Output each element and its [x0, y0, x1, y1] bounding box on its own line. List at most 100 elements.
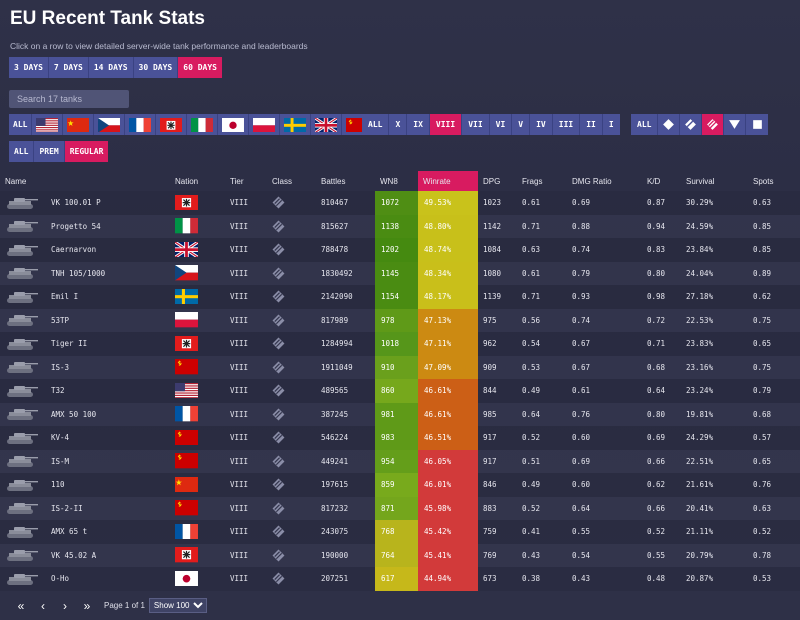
nation-button-poland[interactable] — [249, 114, 281, 135]
table-row[interactable]: AMX 50 100 VIII 387245 981 46.61% 985 0.64 0.76… — [0, 402, 800, 426]
nation-button-czech[interactable] — [94, 114, 126, 135]
tier-cell: VIII — [225, 238, 267, 262]
col-kd[interactable]: K/D — [647, 176, 661, 186]
table-row[interactable]: IS-M VIII 449241 954 46.05% 917 0.51 0.69 0.66 22… — [0, 449, 800, 473]
table-row[interactable]: IS-3 VIII 1911049 910 47.09% 909 0.53 0.67 0.68 2… — [0, 355, 800, 379]
nation-all-button[interactable]: ALL — [9, 114, 33, 135]
tier-button-ix[interactable]: IX — [407, 114, 430, 135]
table-row[interactable]: Progetto 54 VIII 815627 1138 48.80% 1142 0.71 0… — [0, 214, 800, 238]
col-frags[interactable]: Frags — [522, 176, 543, 186]
china-flag-icon — [175, 476, 198, 493]
premium-button-all[interactable]: ALL — [9, 141, 35, 162]
table-row[interactable]: AMX 65 t VIII 243075 768 45.42% 759 0.41 0.55 0.… — [0, 520, 800, 544]
col-winrate[interactable]: Winrate — [418, 171, 478, 191]
tank-name: Emil I — [51, 292, 79, 302]
nation-button-italy[interactable] — [187, 114, 219, 135]
table-row[interactable]: Tiger II VIII 1284994 1018 47.11% 962 0.54 0.67… — [0, 332, 800, 356]
tier-button-vi[interactable]: VI — [489, 114, 513, 135]
col-dpg[interactable]: DPG — [483, 176, 501, 186]
tier-cell: VIII — [225, 402, 267, 426]
days-button-60[interactable]: 60 DAYS — [178, 57, 222, 78]
table-row[interactable]: TNH 105/1000 VIII 1830492 1145 48.34% 1080 0.6… — [0, 261, 800, 285]
tier-cell: VIII — [225, 426, 267, 450]
nation-button-sweden[interactable] — [280, 114, 312, 135]
days-button-14[interactable]: 14 DAYS — [88, 57, 134, 78]
germany-flag-icon — [160, 117, 183, 133]
czech-flag-icon — [98, 117, 121, 133]
table-row[interactable]: O-Ho VIII 207251 617 44.94% 673 0.38 0.43 0.48 20… — [0, 567, 800, 591]
table-row[interactable]: T32 VIII 489565 860 46.61% 844 0.49 0.61 0.64 23.… — [0, 379, 800, 403]
col-survival[interactable]: Survival — [686, 176, 715, 186]
class-button-td[interactable] — [724, 114, 747, 135]
class-button-heavy-tank[interactable] — [702, 114, 725, 135]
winrate-cell: 44.94% — [418, 567, 478, 591]
tank-icon — [5, 243, 39, 257]
battles-cell: 815627 — [316, 214, 375, 238]
table-row[interactable]: KV-4 VIII 546224 983 46.51% 917 0.52 0.60 0.69 24… — [0, 426, 800, 450]
prev-page-button[interactable]: ‹ — [41, 598, 45, 613]
class-button-medium-tank[interactable] — [680, 114, 703, 135]
col-battles[interactable]: Battles — [321, 176, 346, 186]
days-button-30[interactable]: 30 DAYS — [133, 57, 179, 78]
class-all-button[interactable]: ALL — [631, 114, 659, 135]
table-row[interactable]: Caernarvon VIII 788478 1202 48.74% 1084 0.63 0.… — [0, 238, 800, 262]
tier-button-all[interactable]: ALL — [362, 114, 390, 135]
survival-cell: 23.24% — [681, 379, 748, 403]
last-page-button[interactable]: » — [83, 598, 91, 613]
premium-button-prem[interactable]: PREM — [34, 141, 65, 162]
tank-icon — [5, 266, 39, 280]
nation-button-usa[interactable] — [32, 114, 64, 135]
tier-button-ii[interactable]: II — [580, 114, 603, 135]
next-page-button[interactable]: › — [63, 598, 67, 613]
tier-button-viii[interactable]: VIII — [429, 114, 463, 135]
nation-button-japan[interactable] — [218, 114, 250, 135]
nation-button-france[interactable] — [125, 114, 157, 135]
frags-cell: 0.64 — [517, 402, 567, 426]
days-button-3[interactable]: 3 DAYS — [9, 57, 49, 78]
class-button-light-tank[interactable] — [658, 114, 681, 135]
tier-button-v[interactable]: V — [512, 114, 531, 135]
table-row[interactable]: IS-2-II VIII 817232 871 45.98% 883 0.52 0.64 0.6… — [0, 496, 800, 520]
tank-name: IS-2-II — [51, 503, 83, 513]
col-tier[interactable]: Tier — [230, 176, 244, 186]
tier-button-iii[interactable]: III — [552, 114, 581, 135]
col-class[interactable]: Class — [272, 176, 293, 186]
page-subtitle: Click on a row to view detailed server-w… — [10, 41, 308, 51]
nation-button-uk[interactable] — [311, 114, 343, 135]
dmg-ratio-cell: 0.61 — [567, 379, 642, 403]
days-button-7[interactable]: 7 DAYS — [48, 57, 89, 78]
nation-button-germany[interactable] — [156, 114, 188, 135]
spots-cell: 0.63 — [748, 496, 800, 520]
medium-tank-icon — [684, 118, 697, 131]
table-row[interactable]: VK 100.01 P VIII 810467 1072 49.53% 1023 0.61 0… — [0, 191, 800, 215]
col-wn8[interactable]: WN8 — [380, 176, 398, 186]
table-row[interactable]: Emil I VIII 2142090 1154 48.17% 1139 0.71 0.93 0… — [0, 285, 800, 309]
tank-name: VK 45.02 A — [51, 550, 97, 560]
tier-button-i[interactable]: I — [602, 114, 620, 135]
page-size-select[interactable]: Show 100 — [148, 598, 207, 613]
col-dmg-ratio[interactable]: DMG Ratio — [572, 176, 612, 186]
tier-button-x[interactable]: X — [389, 114, 408, 135]
czech-flag-icon — [175, 265, 198, 281]
table-row[interactable]: 53TP VIII 817989 978 47.13% 975 0.56 0.74 0.72 22… — [0, 308, 800, 332]
nation-cell — [170, 473, 225, 497]
nation-cell — [170, 308, 225, 332]
col-nation[interactable]: Nation — [175, 176, 199, 186]
nation-button-china[interactable] — [63, 114, 95, 135]
col-spots[interactable]: Spots — [753, 176, 774, 186]
wn8-cell: 1018 — [375, 332, 418, 356]
tier-button-vii[interactable]: VII — [462, 114, 490, 135]
name-cell: VK 45.02 A — [0, 543, 170, 567]
table-row[interactable]: 110 VIII 197615 859 46.01% 846 0.49 0.60 0.62 21.… — [0, 473, 800, 497]
premium-button-regular[interactable]: REGULAR — [64, 141, 109, 162]
dmg-ratio-cell: 0.43 — [567, 567, 642, 591]
tier-cell: VIII — [225, 308, 267, 332]
tier-button-iv[interactable]: IV — [530, 114, 553, 135]
battles-cell: 1830492 — [316, 261, 375, 285]
col-name[interactable]: Name — [5, 176, 27, 186]
search-input[interactable] — [9, 90, 129, 108]
table-row[interactable]: VK 45.02 A VIII 190000 764 45.41% 769 0.43 0.54… — [0, 543, 800, 567]
class-button-spg[interactable] — [746, 114, 769, 135]
spots-cell: 0.76 — [748, 473, 800, 497]
first-page-button[interactable]: « — [17, 598, 25, 613]
